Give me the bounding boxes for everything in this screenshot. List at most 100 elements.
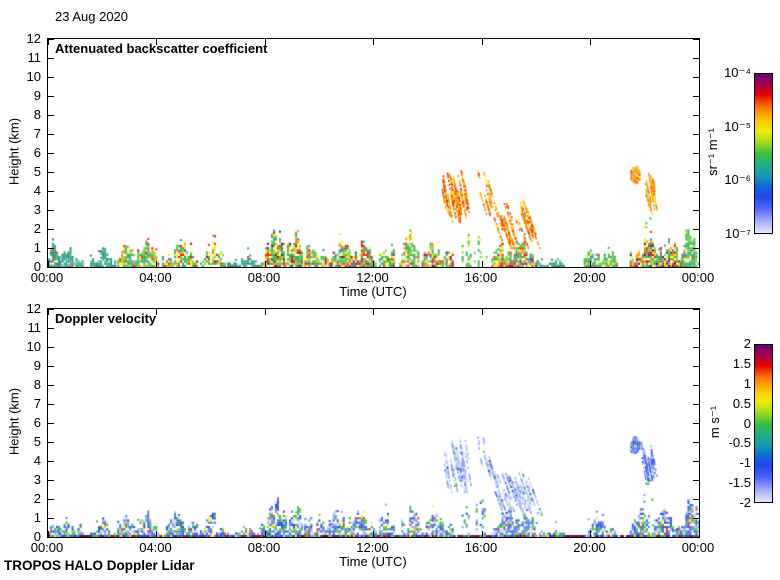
y-tick: [48, 209, 54, 211]
colorbar-tick-label: 1.5: [732, 355, 751, 371]
x-tick-label: 08:00: [247, 540, 281, 555]
x-tick: [373, 531, 374, 537]
y-tick: [48, 152, 54, 154]
y-tick: [48, 346, 54, 348]
y-tick: [48, 517, 54, 519]
y-tick: [48, 57, 54, 59]
x-tick: [47, 39, 49, 45]
y-tick-label: 9: [33, 88, 41, 103]
x-tick: [698, 531, 700, 537]
colorbar-tick-label: 10⁻⁴: [724, 65, 751, 80]
y-tick: [48, 114, 54, 116]
x-tick: [698, 261, 700, 267]
x-tick-label: 16:00: [464, 270, 498, 285]
x-tick-label: 12:00: [356, 270, 389, 285]
y-tick: [48, 133, 54, 135]
y-tick: [693, 114, 699, 116]
velocity-heatmap: [48, 309, 699, 537]
y-tick: [48, 266, 54, 268]
x-tick-label: 00:00: [681, 540, 715, 555]
x-tick: [264, 39, 266, 45]
y-tick: [693, 228, 699, 230]
y-tick: [693, 441, 699, 443]
y-tick-label: 5: [33, 164, 41, 179]
y-tick-label: 3: [33, 472, 41, 487]
y-tick-label: 2: [33, 491, 41, 506]
y-tick-label: 2: [33, 221, 41, 236]
y-tick: [693, 365, 699, 367]
y-tick-label: 12: [26, 31, 41, 46]
colorbar-tick-label: 2: [743, 336, 751, 351]
x-tick: [698, 39, 700, 45]
y-tick: [48, 384, 54, 386]
y-tick: [48, 38, 54, 40]
colorbar-tick-label: -1.5: [728, 475, 751, 491]
y-tick: [693, 384, 699, 386]
y-tick: [693, 57, 699, 59]
x-tick: [47, 261, 49, 267]
y-tick: [48, 460, 54, 462]
y-tick: [48, 422, 54, 424]
y-tick: [48, 327, 54, 329]
x-tick: [156, 309, 157, 315]
x-tick-label: 20:00: [573, 270, 606, 285]
y-tick-label: 7: [33, 396, 41, 411]
backscatter-colorbar-unit: sr⁻¹ m⁻¹: [705, 128, 720, 176]
x-tick: [156, 39, 157, 45]
x-tick-label: 00:00: [30, 540, 64, 555]
colorbar-tick-label: 10⁻⁶: [724, 172, 751, 188]
y-tick: [48, 76, 54, 78]
velocity-panel-title: Doppler velocity: [55, 311, 157, 326]
y-tick-label: 6: [33, 415, 41, 430]
colorbar-tick-label: 10⁻⁷: [724, 226, 751, 241]
x-tick: [590, 309, 591, 315]
x-tick: [264, 261, 266, 267]
y-tick-label: 4: [33, 183, 41, 198]
velocity-panel: Doppler velocity: [47, 308, 700, 538]
x-tick-label: 00:00: [681, 270, 715, 285]
y-tick: [48, 479, 54, 481]
y-tick: [693, 152, 699, 154]
x-tick: [481, 261, 483, 267]
x-tick-label: 08:00: [247, 270, 281, 285]
y-tick-label: 8: [33, 377, 41, 392]
x-tick: [481, 531, 483, 537]
y-tick-label: 6: [33, 145, 41, 160]
y-tick: [693, 308, 699, 310]
x-tick-label: 04:00: [139, 540, 172, 555]
backscatter-panel-title: Attenuated backscatter coefficient: [55, 41, 268, 56]
y-tick: [693, 517, 699, 519]
instrument-label: TROPOS HALO Doppler Lidar: [4, 558, 195, 573]
y-tick: [693, 266, 699, 268]
colorbar-tick-label: 0: [743, 415, 751, 431]
y-tick: [693, 133, 699, 135]
y-tick: [48, 95, 54, 97]
x-tick: [373, 39, 374, 45]
x-tick-label: 12:00: [356, 540, 389, 555]
y-tick-label: 5: [33, 434, 41, 449]
x-tick: [698, 309, 700, 315]
x-tick: [47, 309, 49, 315]
x-tick: [373, 261, 374, 267]
y-tick: [693, 209, 699, 211]
y-tick: [48, 403, 54, 405]
y-tick-label: 0: [33, 529, 41, 544]
date-label: 23 Aug 2020: [55, 9, 129, 24]
x-tick: [590, 531, 591, 537]
y-tick: [48, 308, 54, 310]
time-axis-label-velocity: Time (UTC): [339, 554, 407, 569]
y-tick-label: 8: [33, 107, 41, 122]
y-tick: [48, 365, 54, 367]
colorbar-tick-label: -2: [739, 495, 751, 510]
y-tick: [48, 190, 54, 192]
y-tick: [693, 479, 699, 481]
y-tick-label: 0: [33, 259, 41, 274]
y-tick-label: 1: [33, 240, 41, 255]
y-tick-label: 4: [33, 453, 41, 468]
y-tick-label: 1: [33, 510, 41, 525]
backscatter-panel: Attenuated backscatter coefficient: [47, 38, 700, 268]
y-tick: [693, 460, 699, 462]
x-tick: [156, 531, 157, 537]
y-tick-label: 11: [27, 50, 42, 65]
